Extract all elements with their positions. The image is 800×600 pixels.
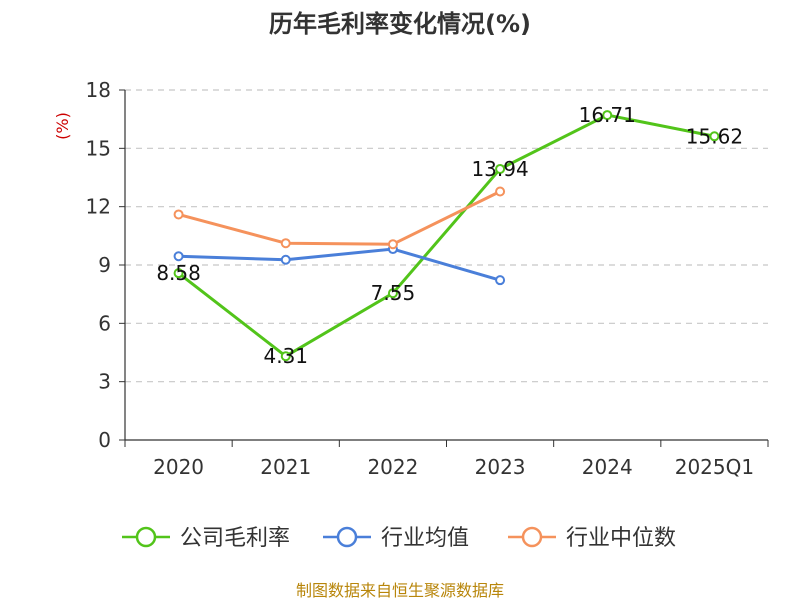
chart-title: 历年毛利率变化情况(%) bbox=[269, 10, 531, 38]
series-line-2 bbox=[178, 190, 501, 246]
series-line-1 bbox=[178, 247, 501, 282]
y-tick-label-4: 12 bbox=[86, 195, 111, 219]
legend-label-2: 行业中位数 bbox=[566, 526, 676, 551]
y-tick-label-3: 9 bbox=[98, 253, 111, 277]
grid bbox=[125, 89, 768, 383]
source-note: 制图数据来自恒生聚源数据库 bbox=[296, 581, 504, 600]
point-0-5 bbox=[709, 131, 720, 142]
point-0-4 bbox=[602, 110, 613, 121]
point-2-0 bbox=[173, 209, 184, 220]
y-tick-label-2: 6 bbox=[98, 311, 111, 335]
data-label-0-1: 4.31 bbox=[263, 344, 308, 368]
x-tick-label-5: 2025Q1 bbox=[675, 455, 754, 479]
point-2-2 bbox=[387, 239, 398, 250]
data-labels: 8.58 4.31 7.55 13.94 16.71 15.62 bbox=[156, 103, 743, 368]
series-line-0 bbox=[177, 113, 715, 358]
point-0-2 bbox=[387, 288, 398, 299]
point-2-3 bbox=[495, 186, 506, 197]
point-1-0 bbox=[173, 251, 184, 262]
x-tick-label-2: 2022 bbox=[367, 455, 418, 479]
series-layer bbox=[173, 110, 720, 362]
point-1-1 bbox=[280, 254, 291, 265]
point-0-3 bbox=[495, 163, 506, 174]
x-tick-label-3: 2023 bbox=[475, 455, 526, 479]
legend-marker-0 bbox=[135, 526, 157, 548]
point-0-1 bbox=[280, 351, 291, 362]
legend-marker-2 bbox=[521, 526, 543, 548]
point-0-0 bbox=[173, 268, 184, 279]
data-label-0-4: 16.71 bbox=[579, 103, 636, 127]
x-tick-label-4: 2024 bbox=[582, 455, 633, 479]
y-axis-unit: (%) bbox=[53, 112, 72, 140]
y-tick-label-6: 18 bbox=[86, 78, 111, 102]
axes: 0 3 6 9 12 15 18 2020 2021 2022 2023 2024 2025Q1 bbox=[86, 78, 769, 479]
point-1-3 bbox=[495, 275, 506, 286]
y-tick-label-1: 3 bbox=[98, 370, 111, 394]
legend-label-1: 行业均值 bbox=[381, 526, 469, 551]
data-label-0-5: 15.62 bbox=[686, 124, 743, 148]
x-tick-label-0: 2020 bbox=[153, 455, 204, 479]
y-tick-label-5: 15 bbox=[86, 136, 111, 160]
legend: 公司毛利率 行业均值 行业中位数 bbox=[122, 526, 676, 551]
y-tick-label-0: 0 bbox=[98, 428, 111, 452]
x-tick-label-1: 2021 bbox=[260, 455, 311, 479]
point-2-1 bbox=[280, 238, 291, 249]
data-label-0-3: 13.94 bbox=[471, 157, 528, 181]
legend-label-0: 公司毛利率 bbox=[180, 526, 290, 551]
data-label-0-2: 7.55 bbox=[371, 281, 416, 305]
data-label-0-0: 8.58 bbox=[156, 261, 201, 285]
legend-marker-1 bbox=[336, 526, 358, 548]
